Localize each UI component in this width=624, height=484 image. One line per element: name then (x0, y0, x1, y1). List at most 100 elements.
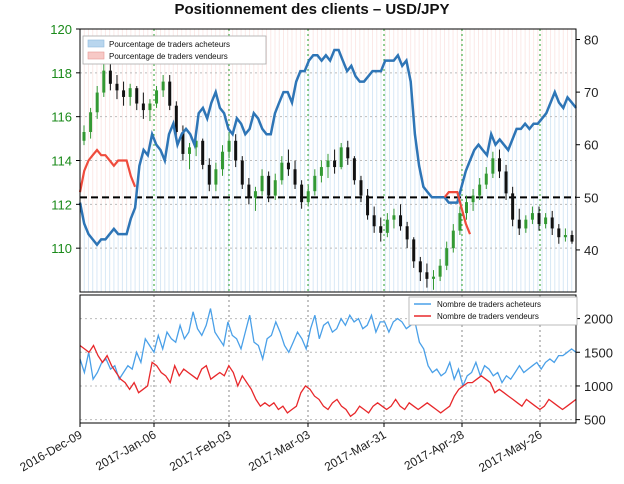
date-tick-label: 2017-Jan-06 (93, 427, 159, 473)
price-candle-body (530, 213, 534, 220)
date-tick-label: 2016-Dec-09 (17, 427, 84, 474)
left-axis-tick-label: 118 (51, 66, 72, 81)
top-legend-box (82, 35, 267, 65)
price-candle-body (524, 219, 528, 229)
count-buyers-line (79, 308, 577, 388)
left-axis-tick-label: 114 (51, 154, 72, 169)
left-axis-tick-label: 112 (51, 197, 72, 212)
price-candle-body (319, 167, 323, 176)
price-candle-body (339, 147, 343, 168)
price-candle-body (346, 147, 350, 159)
price-candle-body (135, 88, 139, 104)
price-candle-body (372, 215, 376, 227)
price-candle-body (550, 217, 554, 229)
price-candle-body (141, 103, 145, 111)
price-candle-body (240, 160, 244, 185)
price-candle-body (570, 235, 574, 242)
price-candle-body (537, 213, 541, 225)
price-candle-body (293, 169, 297, 185)
bottom-right-axis-tick-label: 1500 (584, 345, 613, 360)
price-candle-body (412, 239, 416, 262)
bottom-legend-box (408, 296, 578, 326)
price-candle-body (517, 219, 521, 229)
left-axis-tick-label: 116 (51, 110, 72, 125)
right-axis-tick-label: 60 (584, 138, 598, 153)
price-candle-body (201, 140, 205, 165)
price-candle-body (511, 193, 515, 220)
legend-label-sellers-pct: Pourcentage de traders vendeurs (109, 52, 228, 61)
price-candle-body (326, 160, 330, 168)
price-candle-body (385, 219, 389, 233)
price-candle-body (471, 195, 475, 203)
price-candle-body (267, 175, 271, 196)
price-candle-body (392, 215, 396, 220)
price-candle-body (445, 248, 449, 266)
bottom-right-axis-tick-label: 2000 (584, 312, 613, 327)
price-candle-body (115, 83, 119, 91)
price-candle-body (464, 202, 468, 214)
legend-label-buyers-pct: Pourcentage de traders acheteurs (109, 40, 230, 49)
price-candle-body (497, 158, 501, 172)
price-candle-body (313, 175, 317, 192)
price-candle-body (214, 169, 218, 185)
price-candle-body (286, 162, 290, 170)
price-candle-body (220, 151, 224, 170)
price-candle-body (563, 235, 567, 238)
price-candle-body (260, 175, 264, 192)
price-candle-body (359, 180, 363, 196)
price-candle-body (399, 215, 403, 227)
right-axis-tick-label: 50 (584, 190, 598, 205)
legend-label-sellers-count: Nombre de traders vendeurs (437, 312, 539, 321)
price-candle-body (82, 132, 86, 141)
price-candle-body (194, 140, 198, 148)
price-candle-body (253, 191, 257, 198)
date-tick-label: 2017-Mar-03 (246, 427, 313, 474)
price-candle-body (95, 92, 99, 113)
price-candle-body (418, 261, 422, 273)
price-candle-body (557, 228, 561, 238)
price-candle-body (366, 195, 370, 216)
price-candle-body (174, 105, 178, 133)
legend-swatch-sellers-pct (87, 51, 105, 60)
right-axis-tick-label: 40 (584, 243, 598, 258)
price-candle-body (188, 147, 192, 154)
price-candle-body (379, 226, 383, 233)
date-tick-label: 2017-Feb-03 (167, 427, 234, 474)
count-sellers-line (79, 344, 577, 418)
date-tick-label: 2017-May-26 (476, 427, 545, 475)
date-tick-label: 2017-Mar-31 (322, 427, 389, 474)
date-tick-label: 2017-Apr-28 (402, 427, 467, 473)
price-candle-body (405, 226, 409, 240)
price-candle-body (234, 140, 238, 161)
price-candle-body (432, 276, 436, 279)
bottom-panel-border (79, 294, 577, 424)
price-candle-body (458, 213, 462, 231)
right-axis-tick-label: 80 (584, 33, 598, 48)
price-candle-body (352, 158, 356, 181)
legend-label-buyers-count: Nombre de traders acheteurs (437, 300, 541, 309)
price-candle-body (300, 184, 304, 203)
price-candle-body (227, 140, 231, 152)
price-candle-body (168, 81, 172, 106)
price-candle-body (108, 70, 112, 84)
price-candle-body (102, 70, 106, 93)
price-candle-body (280, 162, 284, 181)
chart-title: Positionnement des clients – USD/JPY (174, 1, 450, 18)
legend-swatch-buyers-pct (87, 39, 105, 48)
price-candle-body (128, 88, 132, 97)
price-candle-body (89, 112, 93, 133)
price-candle-body (451, 230, 455, 249)
price-candle-body (155, 90, 159, 104)
price-candle-body (491, 158, 495, 174)
price-candle-body (247, 184, 251, 198)
pct-sellers-line-start (78, 148, 137, 193)
pct-buyers-line (78, 48, 577, 247)
price-candle-body (148, 103, 152, 111)
price-candle-body (273, 180, 277, 196)
bottom-right-axis-tick-label: 1000 (584, 379, 613, 394)
price-candle-body (207, 164, 211, 185)
price-candle-body (478, 184, 482, 196)
price-candle-body (333, 160, 337, 168)
